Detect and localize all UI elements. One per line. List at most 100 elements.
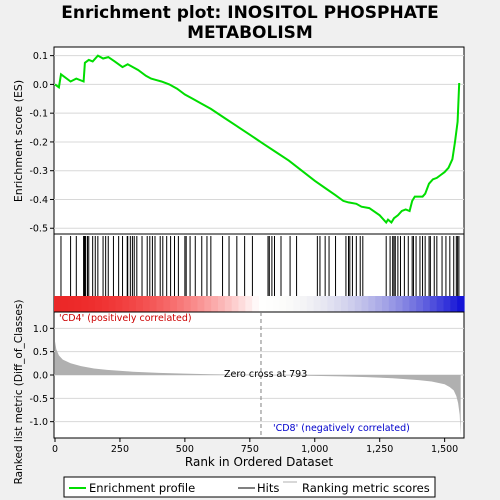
color-bar-segment (115, 296, 123, 312)
positive-class-label: 'CD4' (positively correlated) (59, 313, 192, 324)
x-tick-label: 250 (111, 444, 129, 455)
color-bar-segment (224, 296, 233, 312)
metric-y-axis-ticks: 1.0 0.5 0.0 -0.5 -1.0 (29, 324, 54, 428)
color-bar-segment (313, 296, 322, 312)
color-bar-segment (60, 296, 69, 312)
x-tick-label: 1,500 (431, 444, 458, 455)
chart-title-line1: Enrichment plot: INOSITOL PHOSPHATE (61, 3, 439, 23)
es-gridlines (54, 55, 464, 229)
enrichment-profile-line (54, 54, 461, 225)
metric-ytick-label: -1.0 (29, 417, 48, 428)
color-bar-segment (402, 296, 410, 312)
color-bar-segment (129, 296, 137, 312)
legend-box (63, 476, 436, 498)
color-bar-segment (197, 296, 205, 312)
color-bar-segment (395, 296, 404, 312)
correlation-color-bar (54, 296, 465, 312)
color-bar-segment (306, 296, 315, 312)
metric-ytick-label: 0.5 (33, 347, 48, 358)
color-bar-segment (170, 296, 178, 312)
color-bar-segment (136, 296, 144, 312)
color-bar-segment (95, 296, 103, 312)
color-bar-segment (457, 296, 465, 312)
color-bar-segment (122, 296, 130, 312)
color-bar-segment (265, 296, 274, 312)
metric-ytick-label: 1.0 (33, 324, 48, 335)
color-bar-segment (211, 296, 219, 312)
color-bar-segment (300, 296, 308, 312)
color-bar-segment (388, 296, 397, 312)
color-bar-segment (279, 296, 287, 312)
color-bar-segment (409, 296, 417, 312)
color-bar-segment (163, 296, 171, 312)
color-bar-segment (272, 296, 281, 312)
color-bar-segment (436, 296, 445, 312)
color-bar-segment (54, 296, 62, 312)
metric-y-axis-label: Ranked list metric (Diff_of_Classes) (13, 300, 25, 485)
es-ytick-label: 0.1 (33, 51, 48, 62)
color-bar-segment (382, 296, 390, 312)
color-bar-segment (354, 296, 363, 312)
color-bar-segment (245, 296, 253, 312)
color-bar-segment (149, 296, 158, 312)
color-bar-segment (334, 296, 342, 312)
color-bar-segment (375, 296, 383, 312)
color-bar-segment (190, 296, 199, 312)
es-y-axis-ticks: 0.1 0.0 -0.1 -0.2 -0.3 -0.4 -0.5 (29, 51, 54, 235)
x-tick-label: 500 (176, 444, 194, 455)
chart-title-line2: METABOLISM (187, 23, 313, 43)
x-tick-label: 1,000 (301, 444, 328, 455)
color-bar-segment (443, 296, 451, 312)
color-bar-segment (67, 296, 76, 312)
color-bar-segment (450, 296, 458, 312)
es-ytick-label: -0.5 (29, 224, 48, 235)
color-bar-segment (293, 296, 301, 312)
metric-ytick-label: -0.5 (29, 394, 48, 405)
x-tick-label: 0 (52, 444, 58, 455)
es-ytick-label: -0.2 (29, 137, 48, 148)
zero-cross-label: Zero cross at 793 (224, 369, 307, 380)
x-tick-label: 1,250 (366, 444, 393, 455)
color-bar-segment (341, 296, 349, 312)
es-ytick-label: -0.4 (29, 195, 48, 206)
color-bar-segment (177, 296, 185, 312)
metric-ytick-label: 0.0 (33, 371, 48, 382)
es-ytick-label: -0.3 (29, 166, 48, 177)
legend-hits-label: Hits (257, 481, 279, 495)
color-bar-segment (81, 296, 89, 312)
color-bar-segment (204, 296, 212, 312)
metric-x-axis-ticks: 0 250 500 750 1,000 1,250 1,500 (52, 438, 458, 455)
x-tick-label: 750 (241, 444, 259, 455)
color-bar-segment (429, 296, 438, 312)
color-bar-segment (142, 296, 151, 312)
color-bar-segment (108, 296, 117, 312)
x-axis-label: Rank in Ordered Dataset (185, 455, 333, 469)
color-bar-segment (156, 296, 164, 312)
es-ytick-label: -0.1 (29, 109, 48, 120)
color-bar-segment (416, 296, 424, 312)
negative-class-label: 'CD8' (negatively correlated) (273, 423, 410, 434)
hit-marks (60, 236, 460, 296)
color-bar-segment (88, 296, 96, 312)
color-bar-segment (259, 296, 267, 312)
color-bar-segment (74, 296, 82, 312)
color-bar-segment (320, 296, 328, 312)
legend-metric-label: Ranking metric scores (302, 481, 430, 495)
color-bar-segment (327, 296, 335, 312)
color-bar-segment (423, 296, 431, 312)
color-bar-segment (101, 296, 110, 312)
color-bar-segment (231, 296, 240, 312)
es-ytick-label: 0.0 (33, 80, 48, 91)
es-y-axis-label: Enrichment score (ES) (12, 80, 25, 202)
color-bar-segment (238, 296, 246, 312)
color-bar-segment (183, 296, 192, 312)
legend-profile-label: Enrichment profile (89, 481, 195, 495)
color-bar-segment (368, 296, 376, 312)
color-bar-segment (252, 296, 260, 312)
color-bar-segment (218, 296, 226, 312)
color-bar-segment (286, 296, 294, 312)
color-bar-segment (347, 296, 356, 312)
color-bar-segment (361, 296, 369, 312)
